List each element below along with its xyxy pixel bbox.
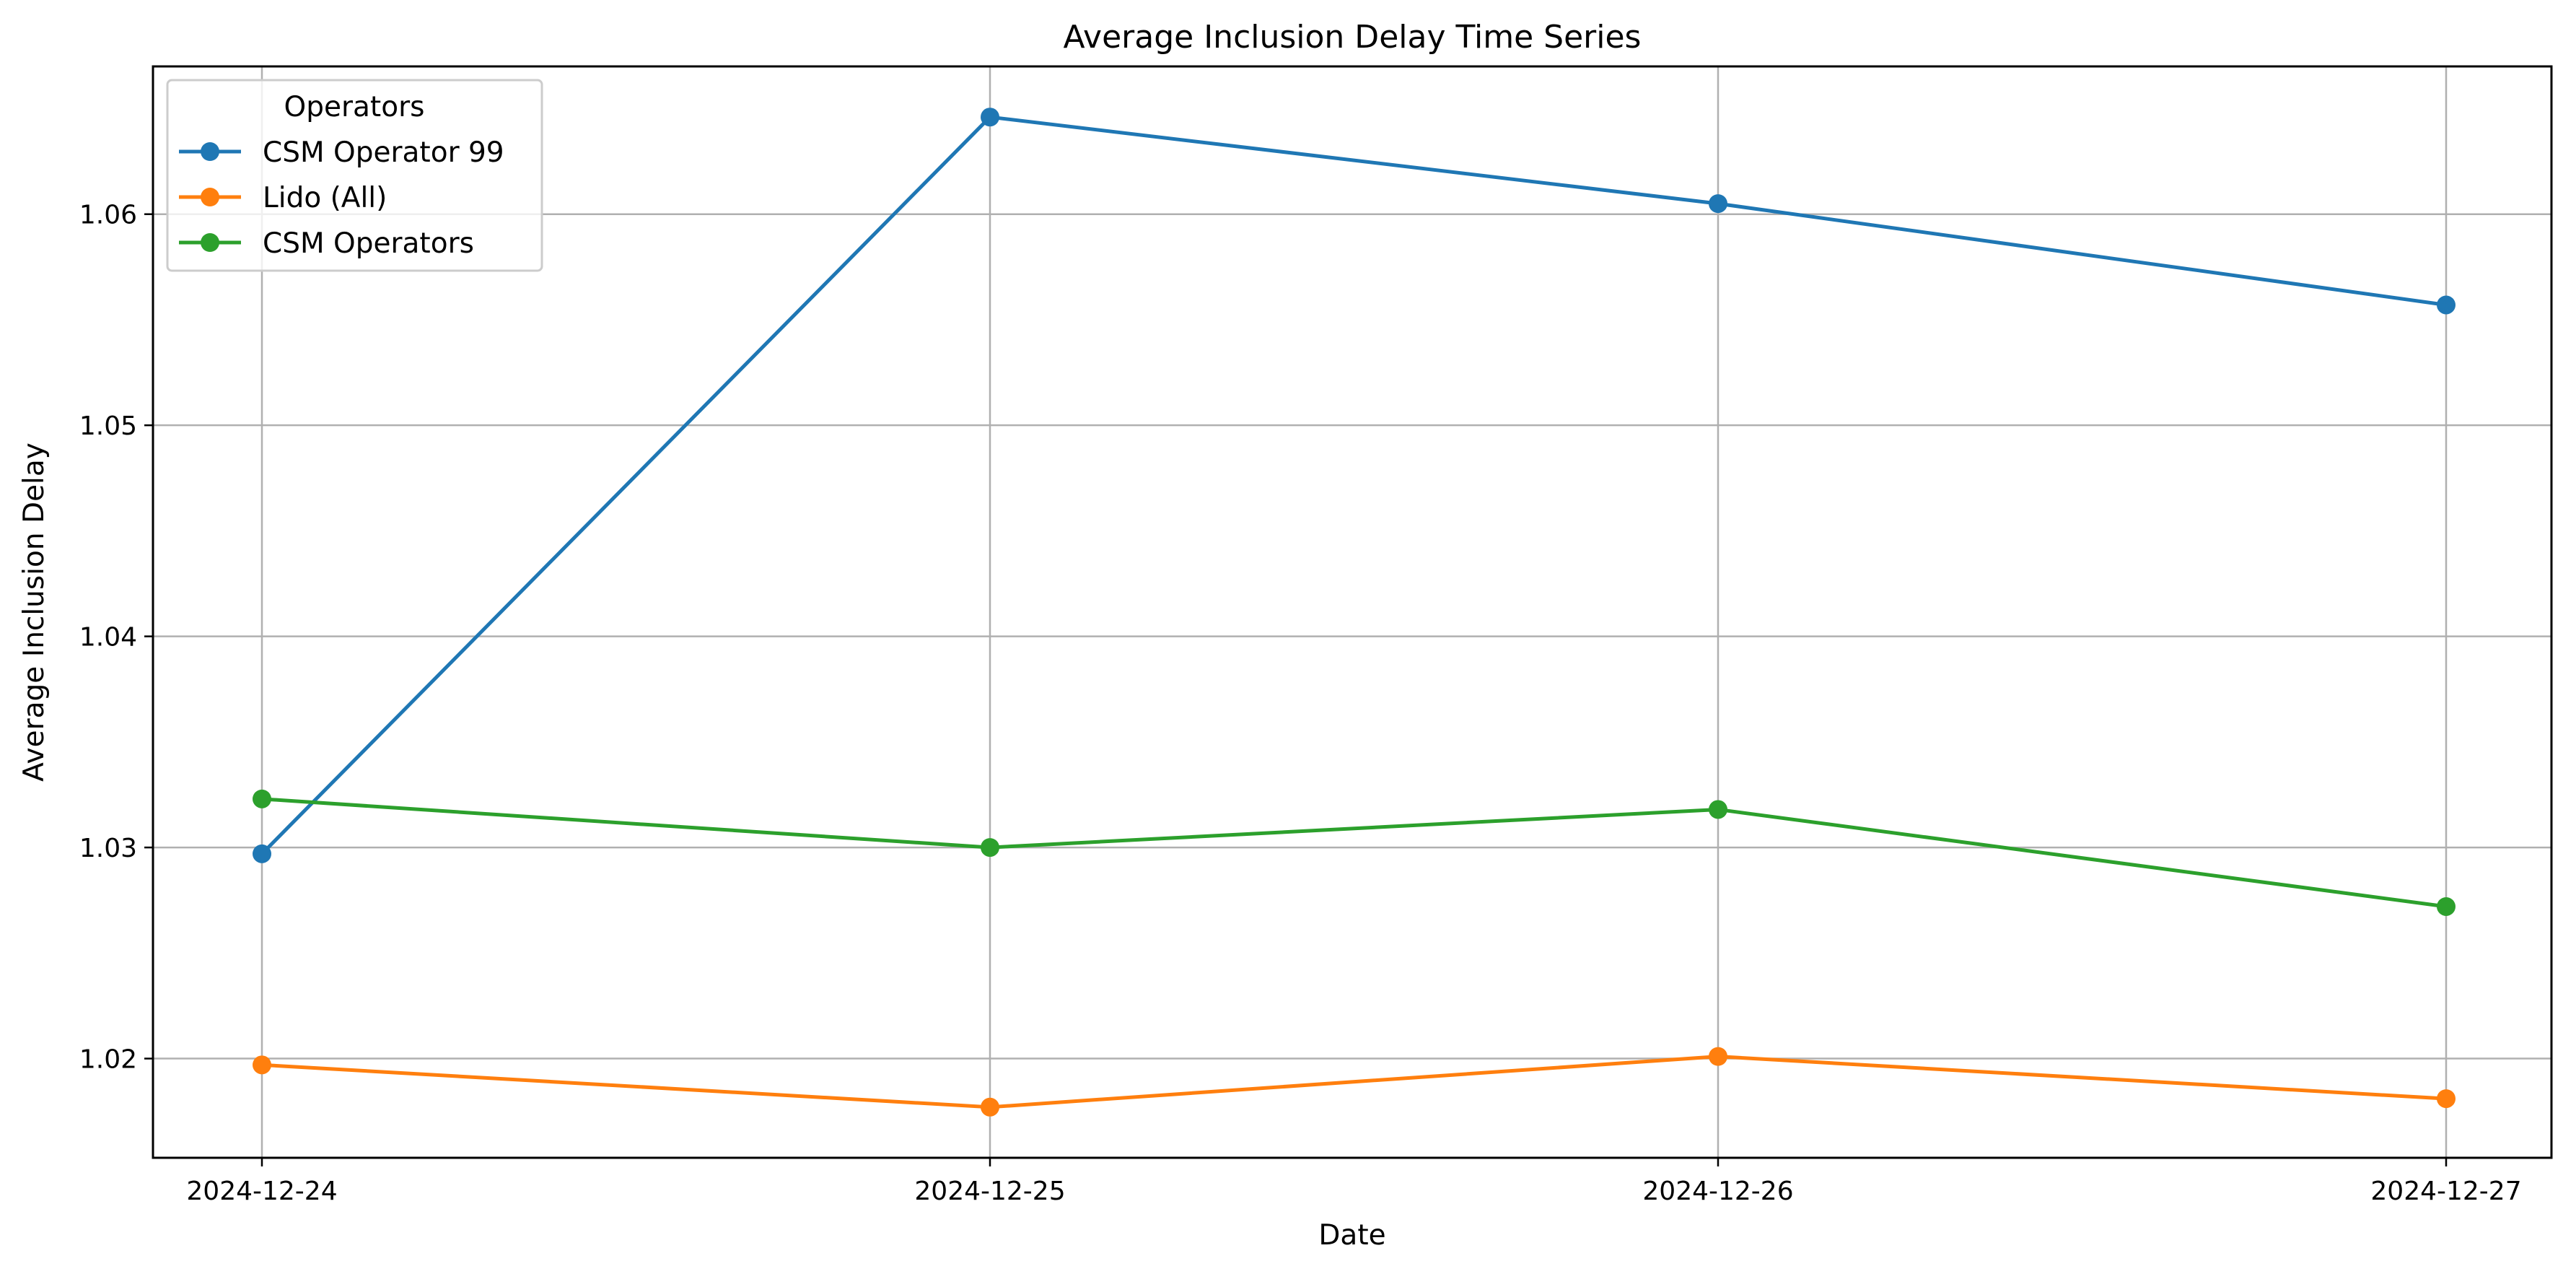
x-axis-label: Date [1318,1219,1385,1252]
y-tick-label: 1.06 [79,201,137,230]
x-tick-label: 2024-12-24 [186,1177,337,1206]
data-point-csm-operator-99 [981,108,999,127]
x-tick-label: 2024-12-27 [2370,1177,2521,1206]
data-point-lido-all [981,1097,999,1117]
grid-lines [153,66,2551,1158]
plot-frame [152,65,2553,1159]
legend: Operators CSM Operator 99 Lido (All) CSM O… [166,79,543,272]
legend-label: CSM Operators [263,227,474,260]
series-csm-operators [253,789,2455,916]
legend-marker-swatch [201,233,219,252]
series-line-csm-operator-99 [260,115,2447,855]
legend-item-csm-operators: CSM Operators [179,227,474,260]
chart-title: Average Inclusion Delay Time Series [1064,19,1642,56]
data-point-csm-operators [1709,800,1727,819]
legend-frame [166,79,543,272]
legend-marker-swatch [201,142,219,161]
legend-item-lido-all: Lido (All) [179,182,387,214]
y-tick-label: 1.03 [79,834,137,863]
y-axis-ticks: 1.02 1.03 1.04 1.05 1.06 [79,201,153,1075]
series-lines [253,108,2455,1117]
y-tick-label: 1.04 [79,623,137,653]
legend-item-csm-operator-99: CSM Operator 99 [179,136,504,169]
legend-label: CSM Operator 99 [263,136,504,169]
data-point-lido-all [2437,1089,2455,1109]
y-tick-label: 1.05 [79,411,137,441]
data-point-lido-all [253,1055,271,1075]
series-line-lido-all [261,1055,2447,1109]
y-tick-label: 1.02 [79,1045,137,1075]
data-point-csm-operators [981,838,999,858]
series-csm-operator-99 [253,108,2455,863]
x-tick-label: 2024-12-26 [1642,1177,1793,1206]
data-point-csm-operators [253,789,271,808]
x-axis-ticks: 2024-12-24 2024-12-25 2024-12-26 2024-12-27 [186,1158,2522,1206]
y-axis-label: Average Inclusion Delay [18,442,51,782]
legend-title: Operators [284,91,425,123]
data-point-csm-operator-99 [1709,194,1727,214]
data-point-csm-operator-99 [2437,295,2455,315]
data-point-lido-all [1709,1047,1727,1066]
series-line-csm-operators [261,797,2447,909]
data-point-csm-operator-99 [253,844,271,863]
x-tick-label: 2024-12-25 [914,1177,1065,1206]
legend-marker-swatch [201,188,219,206]
series-lido-all [253,1047,2455,1117]
legend-label: Lido (All) [263,182,387,214]
data-point-csm-operators [2437,896,2455,916]
